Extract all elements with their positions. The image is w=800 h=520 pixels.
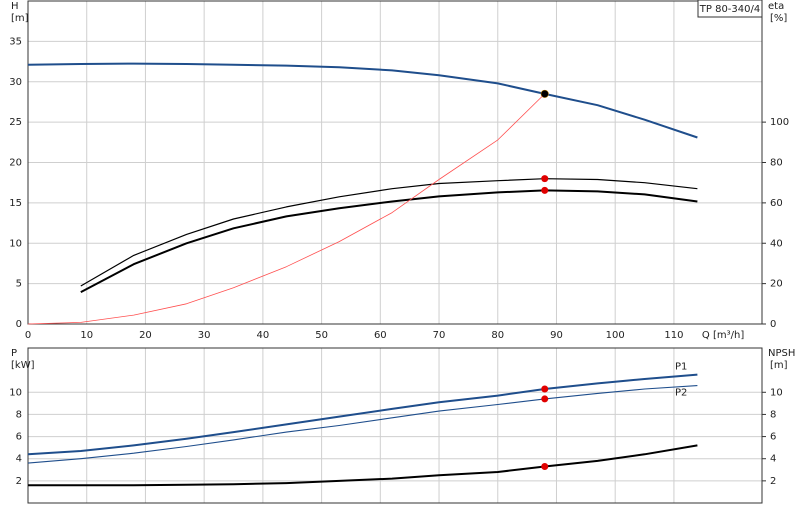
y-tick-label: 25 xyxy=(9,117,22,128)
y2-tick-label: 100 xyxy=(770,117,789,128)
plot-frame xyxy=(27,347,763,504)
x-tick-label: 100 xyxy=(606,330,625,341)
curve xyxy=(27,93,545,325)
y-tick-label: 6 xyxy=(16,432,22,443)
x-tick-label: 90 xyxy=(550,330,563,341)
y-tick-label: 10 xyxy=(9,238,22,249)
y-tick-label: 2 xyxy=(16,476,22,487)
y2-tick-label: 0 xyxy=(770,319,776,330)
y-axis-label: P xyxy=(11,348,17,359)
curve xyxy=(27,373,698,456)
y2-tick-label: 10 xyxy=(770,387,783,398)
y2-tick-label: 60 xyxy=(770,198,783,209)
x-tick-label: 50 xyxy=(315,330,328,341)
y-tick-label: 0 xyxy=(16,319,22,330)
chart-title: TP 80-340/4 xyxy=(699,4,760,15)
y2-tick-label: 2 xyxy=(770,476,776,487)
y-tick-label: 8 xyxy=(16,409,22,420)
y2-tick-label: 6 xyxy=(770,432,776,443)
x-tick-label: 110 xyxy=(664,330,683,341)
x-tick-label: 30 xyxy=(198,330,211,341)
plot-frame xyxy=(27,0,763,325)
x-tick-label: 20 xyxy=(139,330,152,341)
duty-point xyxy=(541,395,549,403)
y2-tick-label: 80 xyxy=(770,158,783,169)
curve xyxy=(80,189,698,293)
x-tick-label: 10 xyxy=(80,330,93,341)
x-tick-label: 0 xyxy=(25,330,31,341)
y-tick-label: 30 xyxy=(9,77,22,88)
x-tick-label: 40 xyxy=(257,330,270,341)
duty-point xyxy=(541,175,549,183)
y2-tick-label: 8 xyxy=(770,409,776,420)
y2-tick-label: 40 xyxy=(770,238,783,249)
y-axis-label: H xyxy=(11,1,19,12)
y-tick-label: 5 xyxy=(16,279,22,290)
y2-axis-unit: [m] xyxy=(770,360,788,371)
y2-axis-label: eta xyxy=(768,1,784,12)
y-tick-label: 35 xyxy=(9,36,22,47)
y-tick-label: 10 xyxy=(9,387,22,398)
duty-point xyxy=(541,90,549,98)
x-tick-label: 60 xyxy=(374,330,387,341)
x-axis-label: Q [m³/h] xyxy=(702,330,744,341)
curve xyxy=(80,178,698,287)
x-tick-label: 70 xyxy=(433,330,446,341)
y2-tick-label: 20 xyxy=(770,279,783,290)
y-tick-label: 4 xyxy=(16,454,22,465)
series-label: P2 xyxy=(675,388,687,399)
series-label: P1 xyxy=(675,362,687,373)
duty-point xyxy=(541,385,549,393)
curve xyxy=(27,62,698,139)
x-tick-label: 80 xyxy=(491,330,504,341)
duty-point xyxy=(541,462,549,470)
y2-tick-label: 4 xyxy=(770,454,776,465)
y-axis-unit: [m] xyxy=(11,13,29,24)
y-tick-label: 20 xyxy=(9,158,22,169)
curve xyxy=(27,385,698,464)
title-box xyxy=(697,0,763,18)
y-axis-unit: [kW] xyxy=(11,360,35,371)
y2-axis-label: NPSH xyxy=(768,348,795,359)
duty-point xyxy=(541,186,549,194)
curve xyxy=(28,444,698,487)
y-tick-label: 15 xyxy=(9,198,22,209)
y2-axis-unit: [%] xyxy=(770,13,787,24)
